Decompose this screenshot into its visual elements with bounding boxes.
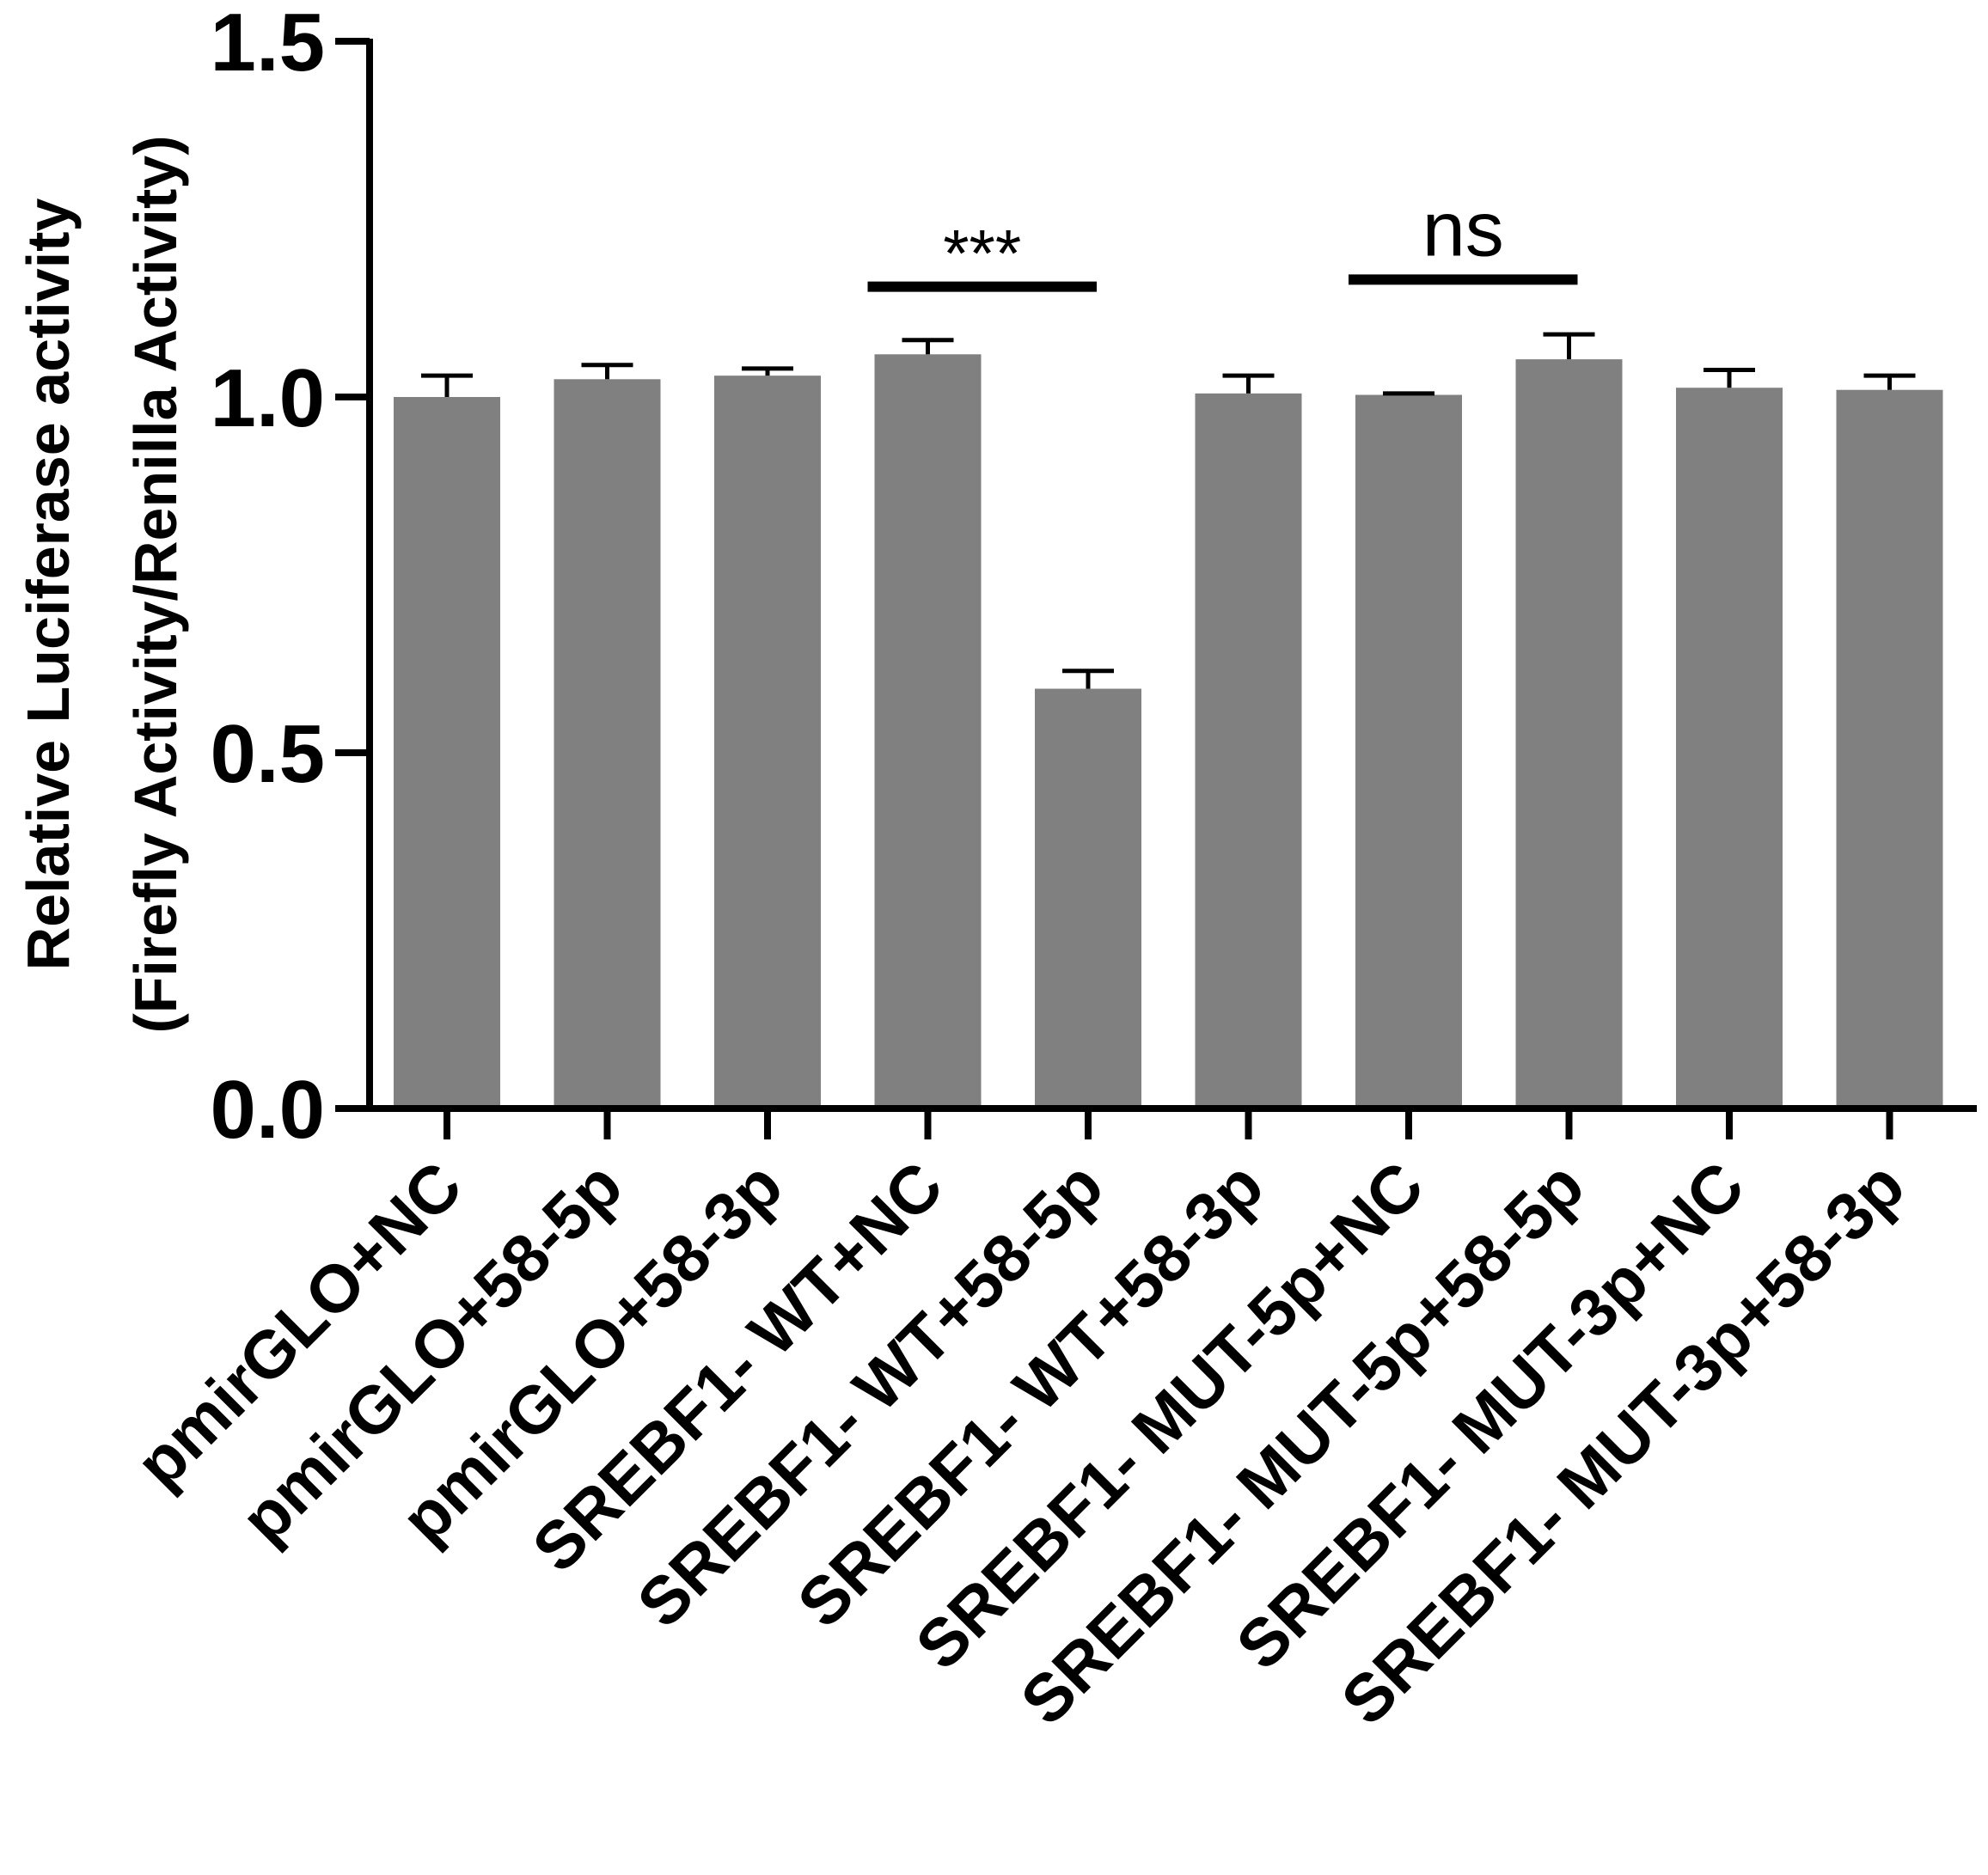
bar-5 — [1035, 688, 1141, 1109]
significance-label-2: ns — [1422, 186, 1504, 272]
significance-label-1: *** — [943, 216, 1021, 291]
y-tick-label-4: 1.5 — [211, 0, 325, 89]
bars-group — [394, 354, 1943, 1109]
bar-6 — [1195, 393, 1302, 1109]
bar-8 — [1515, 359, 1623, 1109]
y-tick-label-2: 0.5 — [211, 708, 325, 800]
error-bars-group — [421, 332, 1916, 689]
bar-9 — [1676, 388, 1783, 1109]
significance-group: *** ns — [867, 186, 1578, 292]
bar-4 — [874, 354, 982, 1109]
bar-3 — [714, 376, 821, 1109]
bar-10 — [1836, 389, 1943, 1109]
y-axis-label-line2: (Firefly Activity/Renilla Activity) — [122, 135, 189, 1033]
axes-group: 0.0 0.5 1.0 1.5 — [211, 0, 1977, 1156]
x-tick-labels: pmirGLO+NCpmirGLO+58-5ppmirGLO+58-3pSREB… — [121, 1147, 1919, 1739]
y-tick-label-3: 1.0 — [211, 352, 325, 444]
bar-1 — [394, 397, 500, 1109]
y-axis-label-line1: Relative Luciferase activity — [15, 198, 82, 971]
y-tick-label-1: 0.0 — [211, 1064, 325, 1156]
bar-7 — [1355, 394, 1462, 1109]
bar-2 — [554, 379, 661, 1109]
